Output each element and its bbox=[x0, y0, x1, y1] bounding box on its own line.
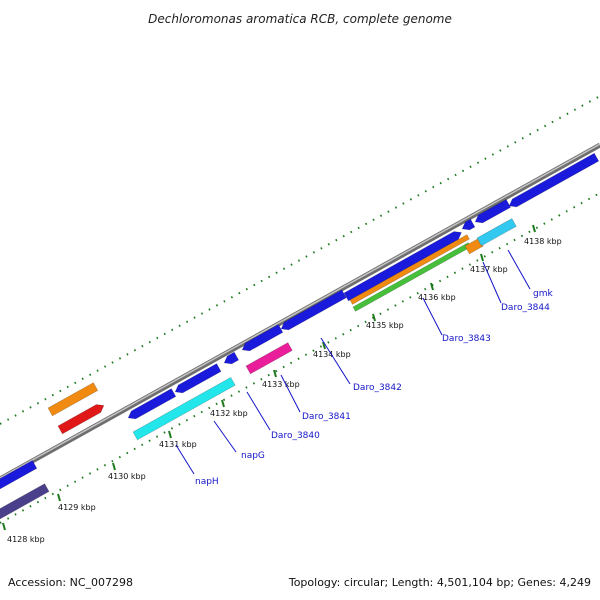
kbp-label: 4130 kbp bbox=[108, 472, 146, 481]
kbp-label: 4131 kbp bbox=[159, 440, 197, 449]
gene-label[interactable]: napH bbox=[195, 477, 219, 487]
major-tick bbox=[221, 399, 225, 408]
cds-feature bbox=[474, 199, 511, 224]
major-tick bbox=[430, 282, 434, 291]
major-tick bbox=[372, 313, 376, 322]
gene-label[interactable]: Daro_3843 bbox=[442, 334, 491, 344]
major-tick bbox=[480, 253, 484, 262]
leader-line bbox=[422, 297, 443, 336]
kbp-label: 4135 kbp bbox=[366, 321, 404, 330]
major-tick bbox=[112, 462, 116, 471]
leader-line bbox=[213, 420, 237, 453]
major-tick bbox=[273, 369, 277, 378]
cds-feature bbox=[461, 218, 476, 231]
cds-feature bbox=[241, 324, 284, 352]
kbp-scale-labels: 4128 kbp 4129 kbp 4130 kbp 4131 kbp 4132 kbp… bbox=[7, 237, 562, 544]
accession-text: Accession: NC_007298 bbox=[8, 576, 133, 589]
leader-line bbox=[246, 391, 271, 431]
major-ticks bbox=[2, 224, 536, 531]
cds-feature bbox=[508, 152, 600, 208]
kbp-label: 4136 kbp bbox=[418, 293, 456, 302]
kbp-label: 4129 kbp bbox=[58, 503, 96, 512]
gene-label[interactable]: gmk bbox=[533, 289, 553, 299]
kbp-label: 4128 kbp bbox=[7, 535, 45, 544]
kbp-label: 4137 kbp bbox=[470, 265, 508, 274]
major-tick bbox=[57, 493, 61, 502]
cds-feature bbox=[223, 351, 240, 365]
cds-feature bbox=[0, 483, 50, 521]
rrna-feature bbox=[47, 382, 99, 417]
genome-summary-text: Topology: circular; Length: 4,501,104 bp… bbox=[288, 576, 591, 589]
cds-feature bbox=[174, 363, 222, 394]
gene-label[interactable]: napG bbox=[241, 451, 265, 461]
gene-label[interactable]: Daro_3840 bbox=[271, 431, 320, 441]
gene-label[interactable]: Daro_3841 bbox=[302, 412, 351, 422]
napH-feature bbox=[132, 376, 236, 441]
daro3844-feature bbox=[464, 237, 484, 255]
gene-label[interactable]: Daro_3842 bbox=[353, 383, 402, 393]
major-tick bbox=[2, 522, 6, 531]
leader-line bbox=[280, 374, 301, 413]
cds-feature bbox=[343, 231, 462, 302]
gene-label[interactable]: Daro_3844 bbox=[501, 303, 550, 313]
inner-tick-arc bbox=[0, 192, 600, 524]
kbp-label: 4138 kbp bbox=[524, 237, 562, 246]
major-tick bbox=[532, 224, 536, 233]
map-title: Dechloromonas aromatica RCB, complete ge… bbox=[148, 12, 452, 26]
leader-line bbox=[482, 261, 502, 304]
kbp-label: 4132 kbp bbox=[210, 409, 248, 418]
gene-features bbox=[0, 152, 600, 521]
leader-line bbox=[320, 337, 351, 385]
cds-feature bbox=[127, 388, 177, 420]
kbp-label: 4133 kbp bbox=[262, 380, 300, 389]
feature-red bbox=[57, 404, 105, 435]
gene-label-leaders bbox=[175, 249, 531, 475]
napG-feature bbox=[245, 342, 293, 375]
gene-labels: napH napG Daro_3840 Daro_3841 Daro_3842 Daro_… bbox=[195, 289, 553, 487]
leader-line bbox=[507, 249, 531, 290]
major-tick bbox=[322, 341, 326, 350]
genome-backbone bbox=[0, 142, 600, 482]
leader-line bbox=[175, 444, 195, 475]
daro3843-feature bbox=[349, 234, 470, 305]
major-tick bbox=[168, 430, 172, 439]
cds-feature bbox=[0, 460, 38, 491]
gmk-feature bbox=[476, 218, 517, 247]
outer-tick-arc bbox=[0, 95, 600, 425]
cds-feature bbox=[280, 289, 347, 331]
